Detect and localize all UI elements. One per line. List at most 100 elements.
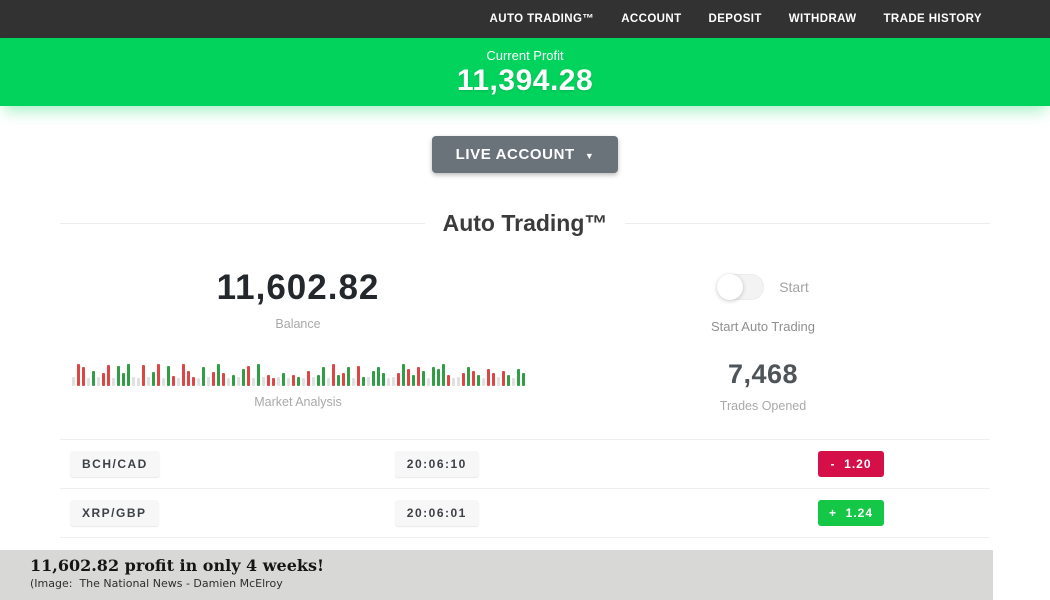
toggle-knob (717, 274, 744, 300)
account-selector-row: LIVE ACCOUNT ▼ (0, 136, 1050, 173)
market-analysis-cell: Market Analysis (60, 356, 536, 413)
trades-opened-label: Trades Opened (719, 399, 807, 413)
caret-down-icon: ▼ (584, 150, 595, 161)
candle-bar (126, 364, 130, 386)
candle-bar (366, 377, 370, 386)
candle-bar (256, 364, 260, 386)
candle-bar (101, 373, 105, 386)
nav-item-trade-history[interactable]: TRADE HISTORY (883, 13, 982, 25)
candle-bar (496, 377, 500, 386)
candle-bar (416, 367, 420, 386)
candle-bar (211, 372, 215, 386)
candle-bar (481, 378, 485, 386)
balance-value: 11,602.82 (216, 268, 380, 307)
candle-bar (446, 375, 450, 386)
candle-bar (431, 367, 435, 386)
candle-bar (511, 378, 515, 386)
footer-headline: 11,602.82 profit in only 4 weeks! (30, 556, 325, 575)
candle-bar (456, 377, 460, 386)
account-selector-label: LIVE ACCOUNT (455, 146, 575, 163)
balance-label: Balance (275, 317, 321, 331)
candle-bar (276, 377, 280, 386)
candle-bar (306, 371, 310, 386)
candle-bar (406, 369, 410, 386)
candle-bar (141, 365, 145, 386)
candle-bar (301, 378, 305, 386)
candle-bar (226, 378, 230, 386)
candle-bar (166, 366, 170, 386)
candle-bar (501, 371, 505, 386)
trade-pair-chip: BCH/CAD (70, 451, 160, 477)
candle-bar (466, 367, 470, 386)
candle-bar (286, 378, 290, 386)
candle-bar (421, 371, 425, 386)
profit-banner: Current Profit 11,394.28 (0, 38, 1050, 106)
candle-bar (246, 366, 250, 386)
toggle-state-label: Start (779, 279, 809, 295)
top-nav: AUTO TRADING™ ACCOUNT DEPOSIT WITHDRAW TRADE… (0, 0, 1050, 38)
candle-bar (516, 369, 520, 386)
candle-bar (296, 377, 300, 386)
candle-bar (146, 377, 150, 386)
candle-bar (451, 378, 455, 386)
candle-bar (221, 373, 225, 386)
candle-bar (236, 377, 240, 386)
candle-bar (261, 377, 265, 386)
nav-item-withdraw[interactable]: WITHDRAW (788, 13, 857, 25)
nav-item-deposit[interactable]: DEPOSIT (708, 13, 762, 25)
candle-bar (316, 375, 320, 386)
candle-bar (391, 377, 395, 386)
candle-bar (231, 375, 235, 386)
candle-bar (321, 367, 325, 386)
candle-bar (461, 373, 465, 386)
candle-bar (411, 375, 415, 386)
candle-bar (186, 371, 190, 386)
market-analysis-bars (60, 356, 536, 386)
nav-item-account[interactable]: ACCOUNT (621, 13, 682, 25)
candle-bar (121, 373, 125, 386)
profit-label: Current Profit (486, 48, 564, 63)
candle-bar (326, 378, 330, 386)
candle-bar (331, 364, 335, 386)
trade-time-chip: 20:06:10 (394, 451, 479, 477)
candle-bar (171, 376, 175, 386)
candle-bar (201, 367, 205, 386)
trade-change-badge: + 1.24 (818, 500, 884, 526)
candle-bar (401, 364, 405, 386)
candle-bar (96, 377, 100, 386)
candle-bar (311, 377, 315, 386)
trades-opened-value: 7,468 (727, 359, 799, 389)
candle-bar (81, 367, 85, 386)
candle-bar (521, 373, 525, 386)
candle-bar (106, 365, 110, 386)
candle-bar (196, 378, 200, 386)
candle-bar (216, 364, 220, 386)
candle-bar (86, 378, 90, 386)
candle-bar (396, 373, 400, 386)
candle-bar (471, 371, 475, 386)
candle-bar (116, 366, 120, 386)
trade-time-chip: 20:06:01 (394, 500, 479, 526)
candle-bar (71, 377, 75, 386)
candle-bar (176, 378, 180, 386)
candle-bar (181, 364, 185, 386)
trade-pair-chip: XRP/GBP (70, 500, 159, 526)
candle-bar (191, 377, 195, 386)
candle-bar (491, 373, 495, 386)
auto-trading-toggle[interactable] (717, 274, 765, 300)
candle-bar (151, 372, 155, 386)
section-title-block: Auto Trading™ (0, 206, 1050, 240)
candle-bar (156, 364, 160, 386)
candle-bar (161, 378, 165, 386)
candle-bar (76, 364, 80, 386)
footer-caption: 11,602.82 profit in only 4 weeks! (Image… (0, 550, 993, 600)
auto-trading-cell: Start Start Auto Trading (536, 252, 990, 334)
candle-bar (356, 366, 360, 386)
balance-cell: 11,602.82 Balance (60, 252, 536, 334)
nav-item-auto-trading[interactable]: AUTO TRADING™ (489, 13, 595, 25)
candle-bar (131, 377, 135, 386)
account-selector-button[interactable]: LIVE ACCOUNT ▼ (431, 136, 619, 173)
candle-bar (436, 369, 440, 386)
page-title: Auto Trading™ (424, 206, 626, 240)
trades-opened-cell: 7,468 Trades Opened (536, 356, 990, 413)
